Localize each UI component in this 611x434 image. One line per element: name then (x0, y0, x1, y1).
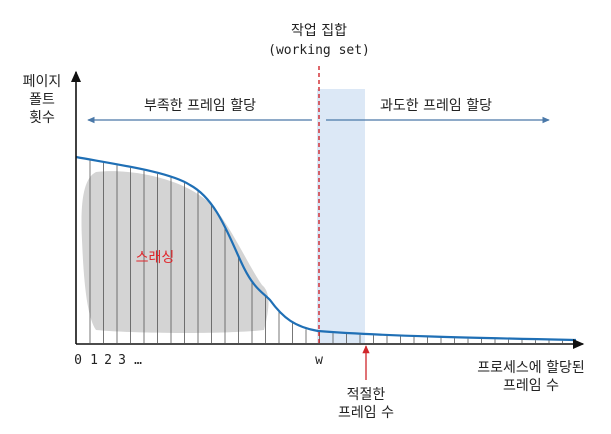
x-axis-label-line1: 프로세스에 할당된 (477, 360, 585, 376)
x-tick-ellipsis: … (134, 353, 142, 368)
x-tick-w: w (315, 353, 323, 368)
frame-hatch-lines (89, 160, 563, 343)
optimal-frames-label-line2: 프레임 수 (338, 405, 394, 421)
page-fault-curve (75, 155, 577, 342)
working-set-band (317, 89, 365, 343)
x-tick-1: 1 (90, 353, 98, 368)
x-tick-3: 3 (118, 353, 126, 368)
x-axis-label-line2: 프레임 수 (503, 378, 559, 394)
working-set-title: 작업 집합 (291, 23, 347, 39)
x-tick-2: 2 (104, 353, 112, 368)
y-axis-label-line2: 폴트 (29, 92, 55, 108)
thrashing-area (81, 171, 269, 333)
thrashing-label: 스래싱 (136, 250, 175, 266)
working-set-subtitle: (working set) (268, 43, 370, 58)
excessive-allocation-label: 과도한 프레임 할당 (380, 98, 492, 114)
insufficient-allocation-label: 부족한 프레임 할당 (144, 98, 256, 114)
optimal-frames-label-line1: 적절한 (347, 387, 386, 403)
y-axis-label-line1: 페이지 (23, 74, 62, 90)
y-axis-label-line3: 횟수 (29, 110, 55, 126)
x-tick-0: 0 (74, 353, 82, 368)
